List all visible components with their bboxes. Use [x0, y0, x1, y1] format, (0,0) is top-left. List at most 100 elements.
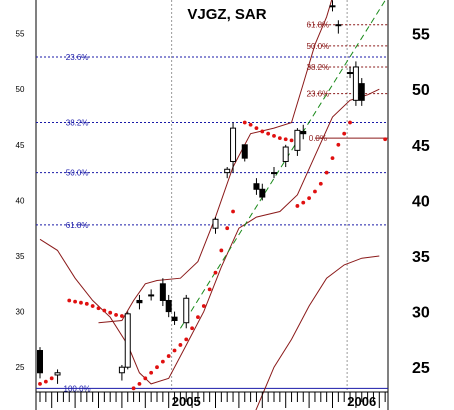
- y-tick-left-label: 35: [16, 252, 25, 261]
- sar-dot: [219, 248, 224, 253]
- sar-dot: [266, 131, 271, 136]
- sar-dot: [295, 204, 300, 208]
- fibonacci-levels: 0.0%23.6%38.2%50.0%61.8%100.0%261.8%161.…: [36, 21, 388, 393]
- sar-dot: [84, 301, 89, 306]
- candle-body: [159, 283, 166, 301]
- candle-body: [358, 83, 365, 101]
- y-axis-right: 25303540455055606570758085: [412, 27, 430, 378]
- sar-dot: [318, 181, 323, 186]
- x-tick-label: 2005: [172, 394, 201, 409]
- sar-dot: [143, 376, 148, 381]
- sar-dot: [196, 315, 200, 320]
- candle-body: [183, 297, 190, 324]
- sar-dot: [307, 196, 311, 201]
- y-tick-left-label: 45: [16, 141, 25, 150]
- retracement-label: 23.6%: [66, 53, 89, 62]
- sar-dot: [342, 131, 347, 136]
- sar-dot: [149, 370, 154, 375]
- candle-body: [54, 372, 61, 376]
- sar-dot: [120, 314, 124, 318]
- grid: [35, 0, 389, 410]
- extension-label: 50.0%: [307, 42, 330, 51]
- candle-body: [294, 129, 301, 151]
- sar-dot: [213, 270, 218, 275]
- sar-dot: [102, 308, 107, 313]
- sar-dot: [225, 226, 230, 231]
- candle-body: [124, 313, 131, 368]
- candle-body: [37, 350, 43, 374]
- extension-label: 0.0%: [309, 134, 327, 143]
- candle-body: [253, 183, 260, 190]
- x-tick-label: 2006: [347, 394, 376, 409]
- candle-body: [224, 168, 231, 174]
- chart-title: VJGZ, SAR: [187, 6, 266, 23]
- candle-body: [212, 218, 219, 229]
- sar-dot: [324, 170, 329, 175]
- sar-dot: [160, 359, 165, 364]
- candle-body: [347, 72, 354, 75]
- y-tick-left-label: 30: [16, 308, 25, 317]
- sar-dot: [260, 129, 265, 134]
- y-axis-left: 25303540455055606570758085: [16, 30, 25, 373]
- candle-body: [259, 188, 266, 198]
- retracement-label: 100.0%: [64, 384, 91, 393]
- sar-dot: [43, 379, 48, 384]
- y-tick-left-label: 50: [16, 85, 25, 94]
- candle-body: [335, 24, 342, 27]
- candle-body: [241, 144, 248, 159]
- lower-band: [39, 88, 380, 385]
- retracement-label: 50.0%: [66, 169, 89, 178]
- y-tick-right-label: 35: [412, 249, 430, 266]
- sar-dot: [248, 122, 253, 127]
- y-tick-right-label: 55: [412, 27, 430, 44]
- y-tick-left-label: 25: [16, 363, 25, 372]
- candle-body: [171, 316, 178, 321]
- sar-dot: [348, 120, 352, 125]
- sar-dot: [108, 310, 113, 315]
- y-tick-left-label: 40: [16, 196, 25, 205]
- extension-label: 38.2%: [307, 63, 330, 72]
- sar-dot: [313, 189, 317, 194]
- sar-dot: [184, 337, 189, 342]
- sar-dot: [207, 287, 212, 292]
- sar-dot: [49, 376, 54, 381]
- sar-dot: [90, 304, 95, 308]
- sar-dot: [137, 381, 142, 386]
- candle-body: [271, 172, 277, 175]
- sar-dot: [242, 120, 247, 125]
- candle-body: [230, 127, 237, 162]
- retracement-label: 61.8%: [66, 221, 89, 230]
- y-tick-right-label: 30: [412, 305, 430, 322]
- candle-body: [148, 294, 155, 297]
- sar-dot: [131, 386, 136, 391]
- bottom-band: [255, 255, 380, 410]
- sar-dot: [231, 209, 235, 214]
- sar-dot: [330, 156, 335, 161]
- y-tick-right-label: 40: [412, 193, 430, 210]
- sar-dot: [301, 200, 306, 205]
- y-tick-right-label: 45: [412, 138, 430, 155]
- sar-dot: [67, 298, 72, 303]
- sar-dot: [383, 137, 388, 142]
- candle-body: [329, 5, 336, 8]
- sar-dot: [96, 306, 101, 311]
- y-tick-right-label: 50: [412, 82, 430, 99]
- candle-body: [136, 299, 143, 304]
- sar-dot: [201, 304, 206, 308]
- candle-body: [118, 366, 125, 374]
- candle-body: [352, 66, 359, 101]
- sar-dot: [155, 365, 159, 370]
- sar-dot: [254, 126, 259, 131]
- sar-dot: [166, 354, 171, 358]
- sar-dot: [114, 313, 118, 317]
- sar-dot: [73, 299, 77, 304]
- sar-dots: [38, 120, 388, 391]
- sar-dot: [38, 381, 42, 386]
- y-tick-left-label: 55: [16, 30, 25, 39]
- extension-label: 23.6%: [307, 90, 330, 99]
- sar-dot: [79, 300, 83, 305]
- candles: [37, 0, 365, 384]
- sar-dot: [336, 142, 341, 147]
- sar-dot: [190, 326, 195, 331]
